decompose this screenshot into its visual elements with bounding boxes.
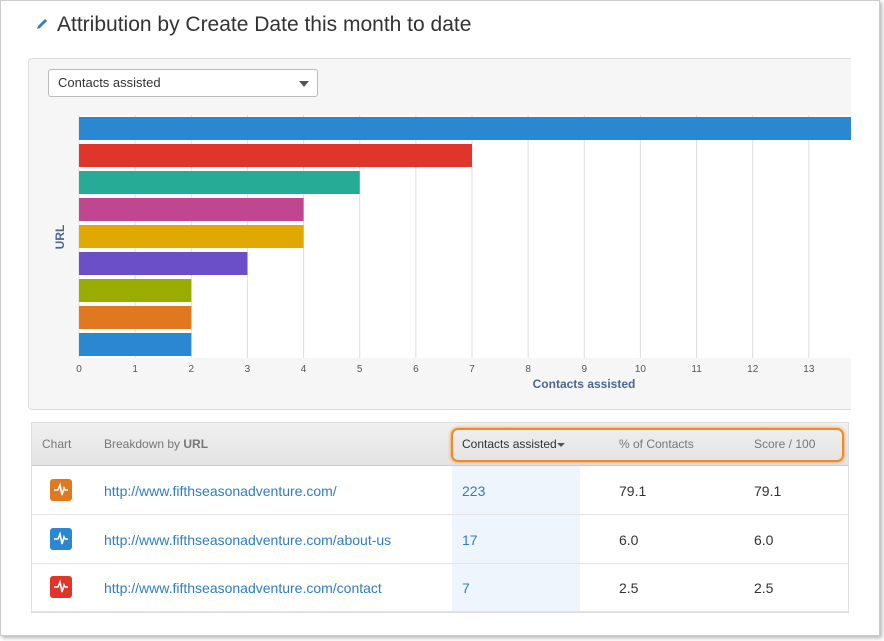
header-breakdown-field: URL xyxy=(183,437,209,451)
row-contacts[interactable]: 17 xyxy=(462,531,478,548)
bar xyxy=(79,252,248,275)
x-tick-label: 11 xyxy=(691,364,702,375)
row-percent: 6.0 xyxy=(619,531,639,548)
row-chart-icon[interactable] xyxy=(50,479,72,501)
table-row: http://www.fifthseasonadventure.com/cont… xyxy=(32,563,848,613)
table: Chart Breakdown by URL Contacts assisted… xyxy=(31,422,849,613)
edit-icon[interactable] xyxy=(35,17,49,31)
row-percent: 79.1 xyxy=(619,483,647,499)
bar xyxy=(79,144,472,167)
row-contacts[interactable]: 223 xyxy=(462,483,486,499)
row-score: 2.5 xyxy=(754,580,774,597)
row-percent: 2.5 xyxy=(619,580,639,597)
x-tick-label: 10 xyxy=(635,364,647,375)
x-tick-label: 1 xyxy=(132,364,138,375)
table-row: http://www.fifthseasonadventure.com/abou… xyxy=(32,515,848,564)
bar xyxy=(79,198,304,221)
x-tick-label: 9 xyxy=(582,364,588,375)
table-header: Chart Breakdown by URL Contacts assisted… xyxy=(32,423,848,466)
metric-dropdown[interactable]: Contacts assisted xyxy=(48,69,318,97)
pulse-line xyxy=(54,482,68,496)
x-tick-label: 13 xyxy=(803,364,815,375)
row-chart-icon[interactable] xyxy=(50,527,72,550)
pulse-glyph xyxy=(54,530,68,544)
bar xyxy=(79,225,304,248)
header-chart: Chart xyxy=(42,437,72,451)
header-breakdown-prefix: Breakdown by xyxy=(104,437,181,451)
x-tick-label: 7 xyxy=(469,364,475,375)
x-tick-label: 5 xyxy=(357,364,363,375)
header-breakdown: Breakdown by URL xyxy=(104,437,208,451)
row-contacts[interactable]: 7 xyxy=(462,580,470,597)
sorted-column xyxy=(452,466,580,612)
row-score: 6.0 xyxy=(754,531,774,548)
dropdown-label: Contacts assisted xyxy=(58,75,161,90)
row-url[interactable]: http://www.fifthseasonadventure.com/ xyxy=(104,483,337,499)
header-contacts[interactable]: Contacts assisted xyxy=(462,437,565,451)
header-score[interactable]: Score / 100 xyxy=(754,437,816,451)
x-tick-label: 12 xyxy=(747,364,759,375)
x-tick-label: 6 xyxy=(413,364,419,375)
chart-panel: 0 1 2 3 4 5 6 7 8 9 10 11 12 13 Contacts assisted URL C… xyxy=(28,58,851,410)
y-axis-label: URL xyxy=(53,225,67,250)
x-tick-label: 0 xyxy=(76,364,82,375)
row-url[interactable]: http://www.fifthseasonadventure.com/abou… xyxy=(104,531,392,548)
highlight-box xyxy=(451,428,844,462)
row-url[interactable]: http://www.fifthseasonadventure.com/cont… xyxy=(104,580,382,597)
bar xyxy=(79,171,360,194)
bar xyxy=(79,333,192,356)
row-score: 79.1 xyxy=(754,483,782,499)
pulse-glyph xyxy=(54,579,68,593)
table-row: http://www.fifthseasonadventure.com/223 7… xyxy=(32,466,848,515)
x-tick-label: 8 xyxy=(525,364,531,375)
header-contacts-text: Contacts assisted xyxy=(462,437,557,451)
x-axis-label: Contacts assisted xyxy=(533,377,636,391)
x-tick-label: 3 xyxy=(245,364,251,375)
row-chart-icon[interactable] xyxy=(50,576,72,599)
x-tick-label: 2 xyxy=(189,364,195,375)
bar xyxy=(79,306,192,329)
bar xyxy=(79,117,851,140)
header-percent[interactable]: % of Contacts xyxy=(619,437,694,451)
title: Attribution by Create Date this month to… xyxy=(57,13,472,36)
pulse-glyph xyxy=(54,482,68,496)
pulse-line xyxy=(54,579,68,593)
x-tick-label: 4 xyxy=(301,364,307,375)
pulse-line xyxy=(54,530,68,544)
bar xyxy=(79,279,192,302)
